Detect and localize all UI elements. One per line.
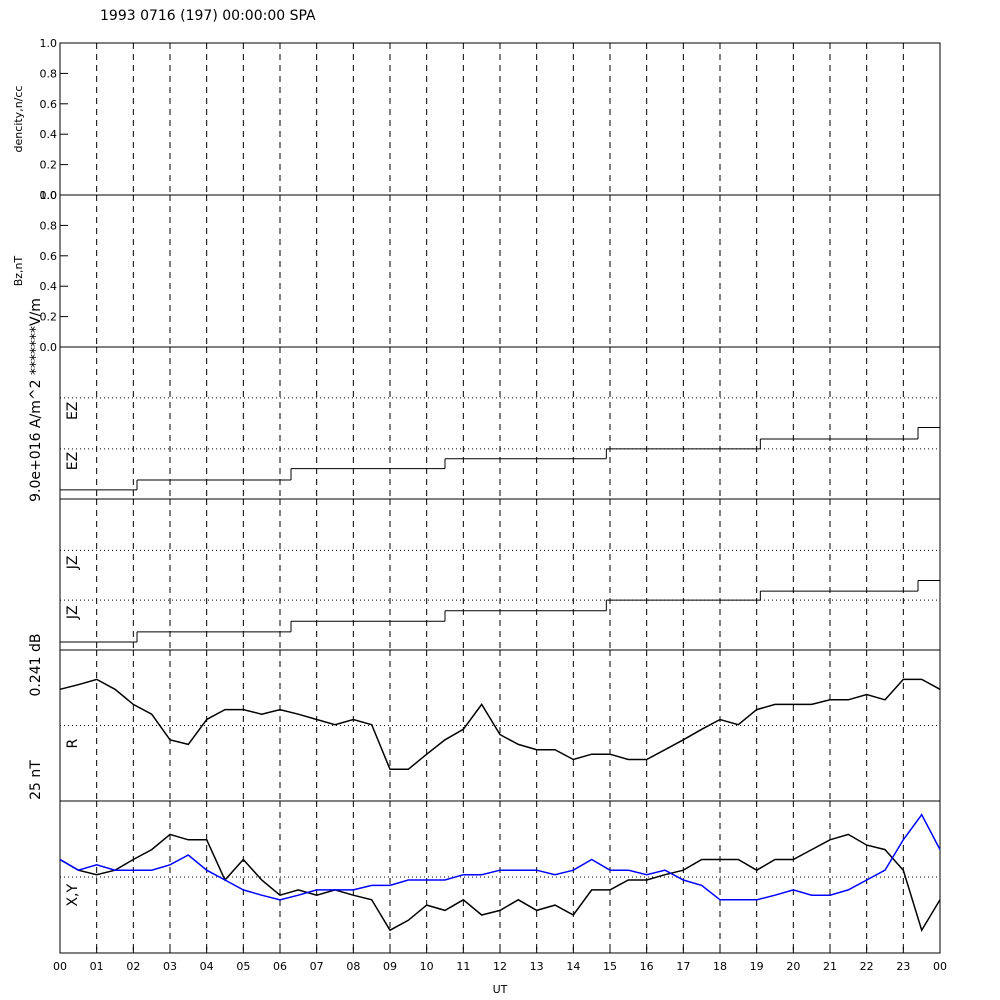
chart-title: 1993 0716 (197) 00:00:00 SPA (100, 8, 316, 24)
x-axis-label: UT (493, 983, 508, 996)
x-tick-label: 07 (310, 960, 324, 973)
x-tick-label: 19 (750, 960, 764, 973)
x-tick-label: 22 (860, 960, 874, 973)
x-tick-label: 00 (53, 960, 67, 973)
panel-label: EZ (65, 402, 81, 420)
x-tick-label: 15 (603, 960, 617, 973)
y-tick-label: 0.4 (40, 280, 58, 293)
y-tick-label: 0.4 (40, 128, 58, 141)
panel-label: JZ (65, 605, 81, 620)
y-tick-label: 0.2 (40, 159, 58, 172)
y-tick-label: 0.8 (40, 219, 58, 232)
x-tick-label: 14 (566, 960, 580, 973)
y-tick-label: 0.0 (40, 341, 58, 354)
panel-label: X,Y (65, 883, 81, 906)
panel-label: R (65, 738, 81, 748)
scale-label: 9.0e+016 A/m^2 *******V/m (28, 298, 44, 502)
x-tick-label: 08 (346, 960, 360, 973)
series-line (59, 678, 941, 771)
y-tick-label: 0.6 (40, 98, 58, 111)
y-tick-label: 1.0 (40, 37, 58, 50)
x-tick-label: 18 (713, 960, 727, 973)
x-tick-label: 21 (823, 960, 837, 973)
scale-label: 25 nT (28, 760, 44, 800)
y-tick-label: 0.0 (40, 189, 58, 202)
x-tick-label: 23 (896, 960, 910, 973)
x-tick-label: 12 (493, 960, 507, 973)
x-tick-label: 11 (456, 960, 470, 973)
x-tick-label: 17 (676, 960, 690, 973)
y-tick-label: 1.0 (40, 189, 58, 202)
series-line (59, 813, 941, 901)
series-line (59, 833, 941, 933)
y-tick-label: 0.8 (40, 67, 58, 80)
y-tick-label: 0.2 (40, 311, 58, 324)
x-tick-label: 13 (530, 960, 544, 973)
x-tick-label: 10 (420, 960, 434, 973)
y-tick-label: 0.6 (40, 250, 58, 263)
panel-label: EZ (65, 452, 81, 470)
x-tick-label: 06 (273, 960, 287, 973)
x-tick-label: 03 (163, 960, 177, 973)
x-tick-label: 09 (383, 960, 397, 973)
x-tick-label: 16 (640, 960, 654, 973)
scale-label: 0.241 dB (28, 633, 44, 696)
panel-label: JZ (65, 556, 81, 571)
y-axis-label: dencity,n/cc (12, 86, 25, 153)
x-tick-label: 20 (786, 960, 800, 973)
y-axis-label: Bz,nT (12, 255, 25, 286)
x-tick-label: 04 (200, 960, 214, 973)
x-tick-label: 02 (126, 960, 140, 973)
x-tick-label: 05 (236, 960, 250, 973)
x-tick-label: 01 (90, 960, 104, 973)
x-tick-label: 00 (933, 960, 947, 973)
